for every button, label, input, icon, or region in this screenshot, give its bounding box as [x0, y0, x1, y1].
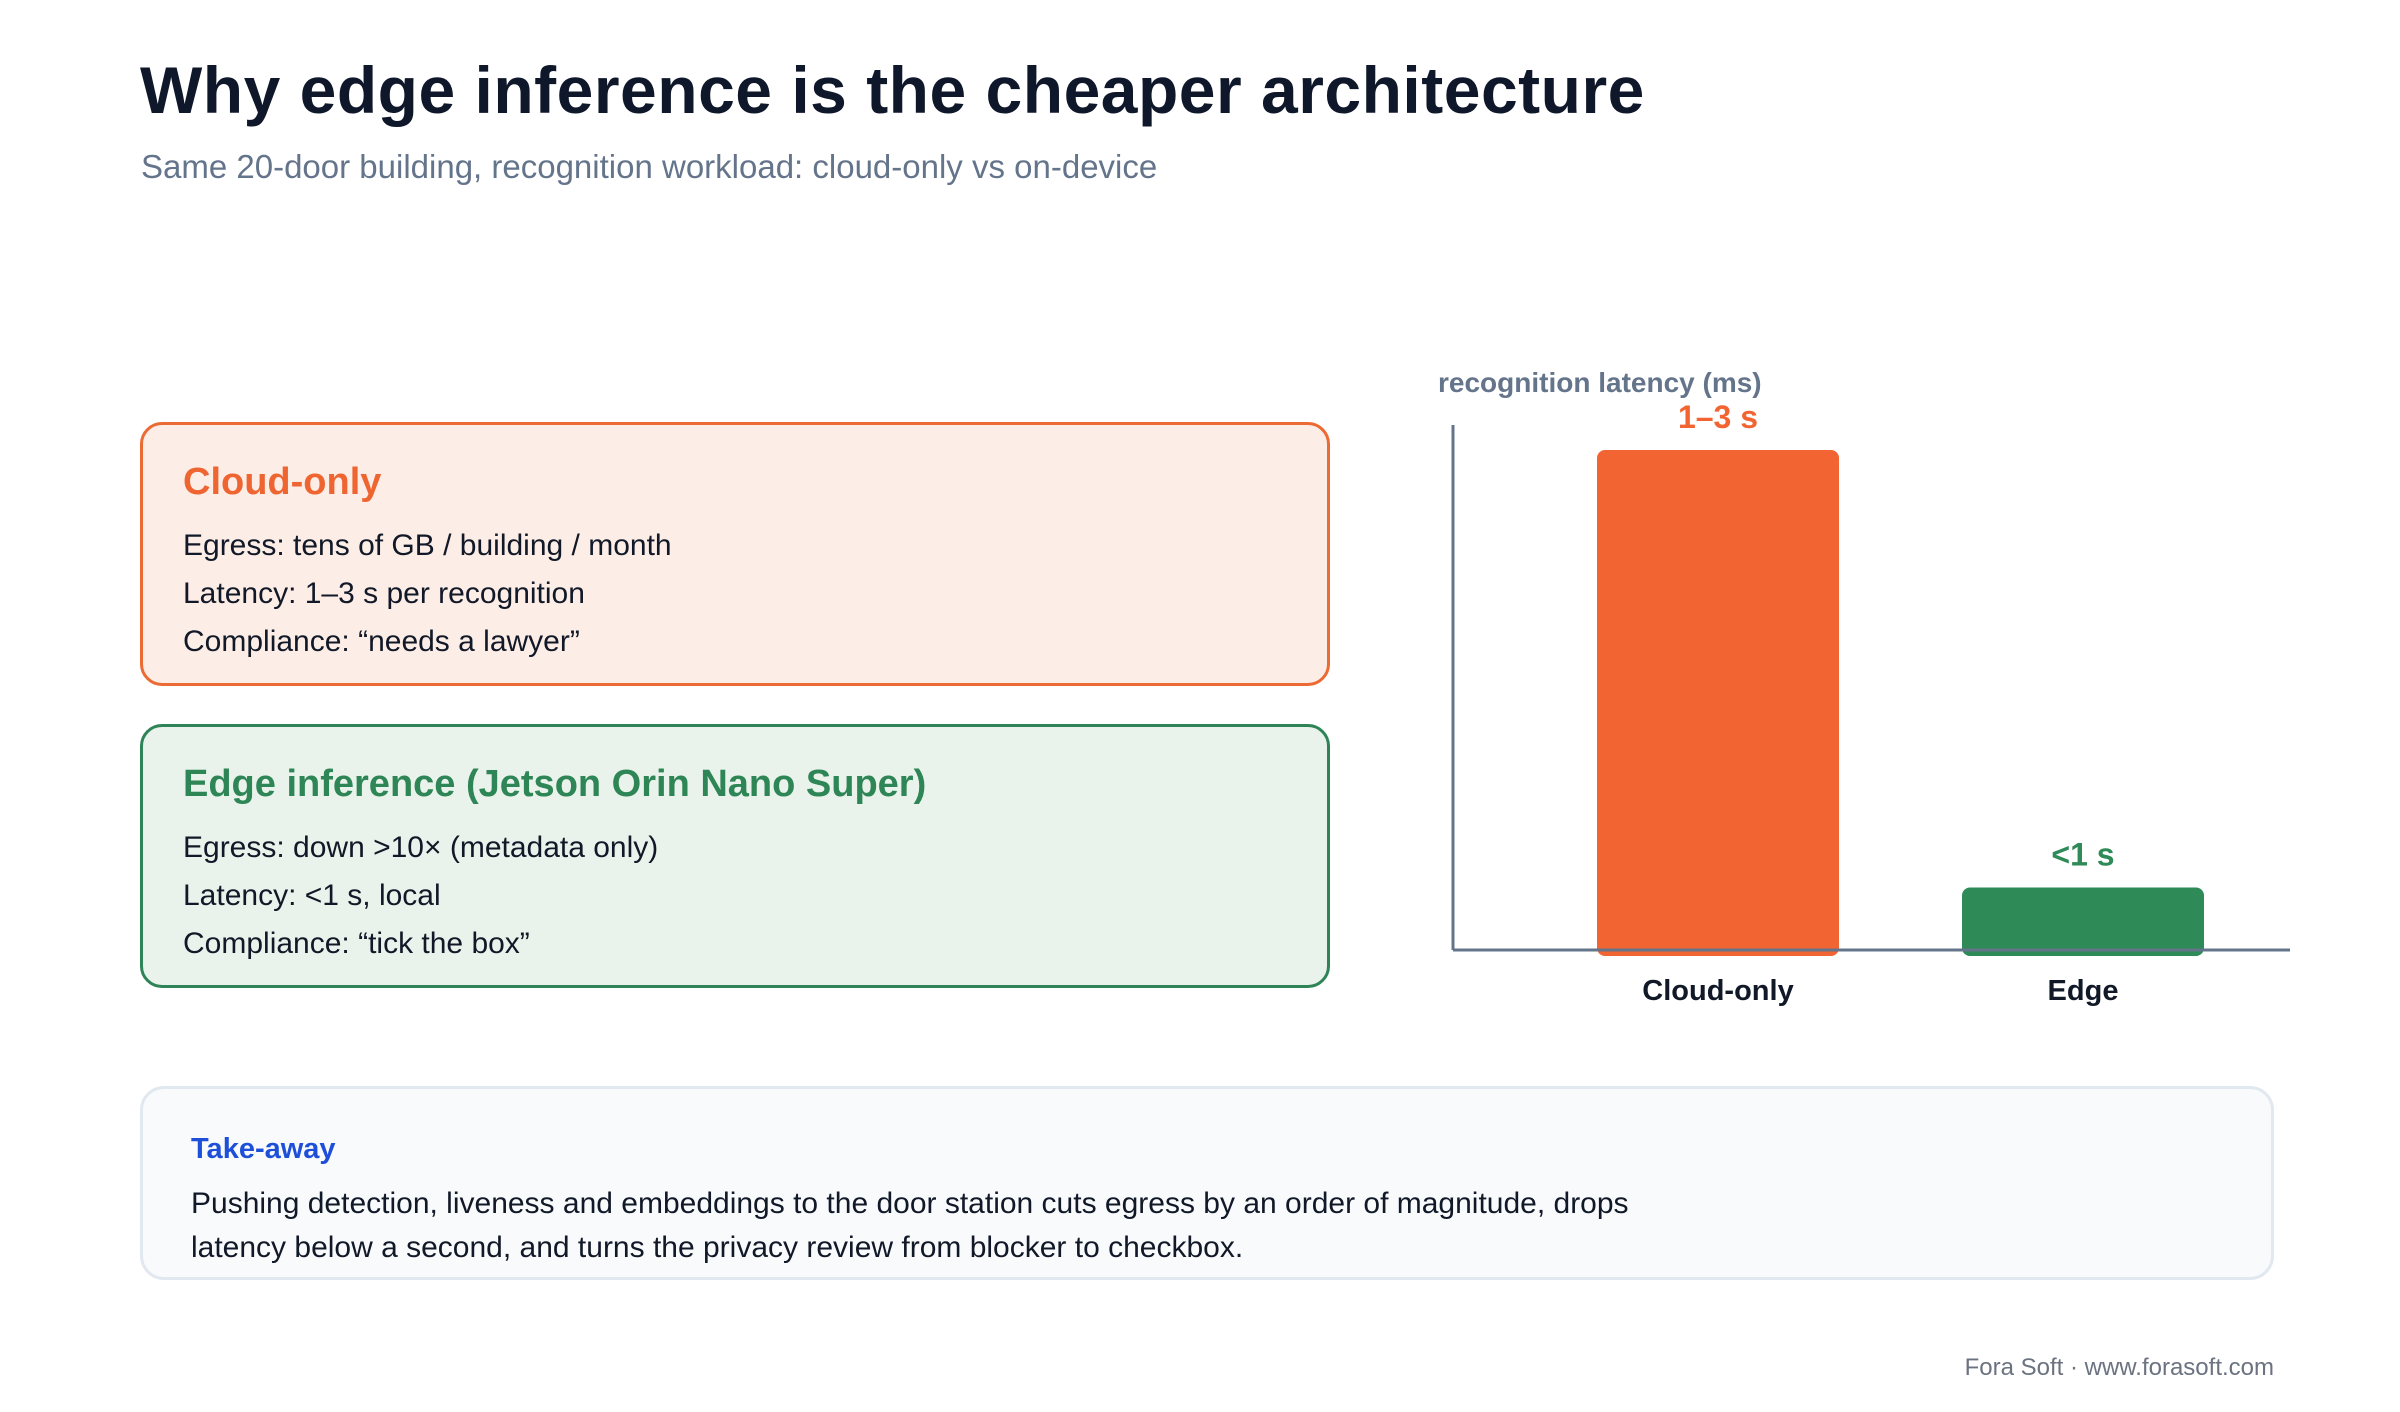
- bar-edge: [1962, 887, 2204, 956]
- y-axis-label: recognition latency (ms): [1438, 367, 1762, 398]
- cloud-latency-line: Latency: 1–3 s per recognition: [183, 577, 585, 610]
- cloud-compliance-line: Compliance: “needs a lawyer”: [183, 625, 580, 658]
- edge-compliance-line: Compliance: “tick the box”: [183, 927, 530, 960]
- edge-latency-line: Latency: <1 s, local: [183, 879, 441, 912]
- cloud-only-card: Cloud-only Egress: tens of GB / building…: [140, 422, 1330, 686]
- category-label-edge: Edge: [2048, 975, 2119, 1007]
- takeaway-text: Pushing detection, liveness and embeddin…: [191, 1187, 1629, 1264]
- latency-chart-svg: recognition latency (ms)1–3 s Cloud-only <…: [1438, 367, 2290, 1007]
- cloud-only-card-title: Cloud-only: [183, 461, 382, 503]
- edge-inference-card: Edge inference (Jetson Orin Nano Super) …: [140, 724, 1330, 988]
- bar-cloud-only: [1597, 450, 1839, 956]
- takeaway-box: Take-away Pushing detection, liveness an…: [140, 1086, 2274, 1280]
- edge-inference-card-title: Edge inference (Jetson Orin Nano Super): [183, 763, 927, 805]
- page-subtitle: Same 20-door building, recognition workl…: [141, 148, 1158, 185]
- latency-bar-chart: recognition latency (ms) 1–3 s Cloud-only <…: [1400, 360, 2300, 1020]
- takeaway-label: Take-away: [191, 1133, 336, 1165]
- cloud-egress-line: Egress: tens of GB / building / month: [183, 529, 672, 562]
- data-label-cloud-only: 1–3 s: [1678, 399, 1758, 435]
- page-title: Why edge inference is the cheaper archit…: [140, 53, 1645, 127]
- edge-egress-line: Egress: down >10× (metadata only): [183, 831, 659, 864]
- footer-credit: Fora Soft · www.forasoft.com: [1964, 1354, 2274, 1381]
- category-label-cloud-only: Cloud-only: [1642, 975, 1793, 1007]
- data-label-edge: <1 s: [2051, 837, 2114, 873]
